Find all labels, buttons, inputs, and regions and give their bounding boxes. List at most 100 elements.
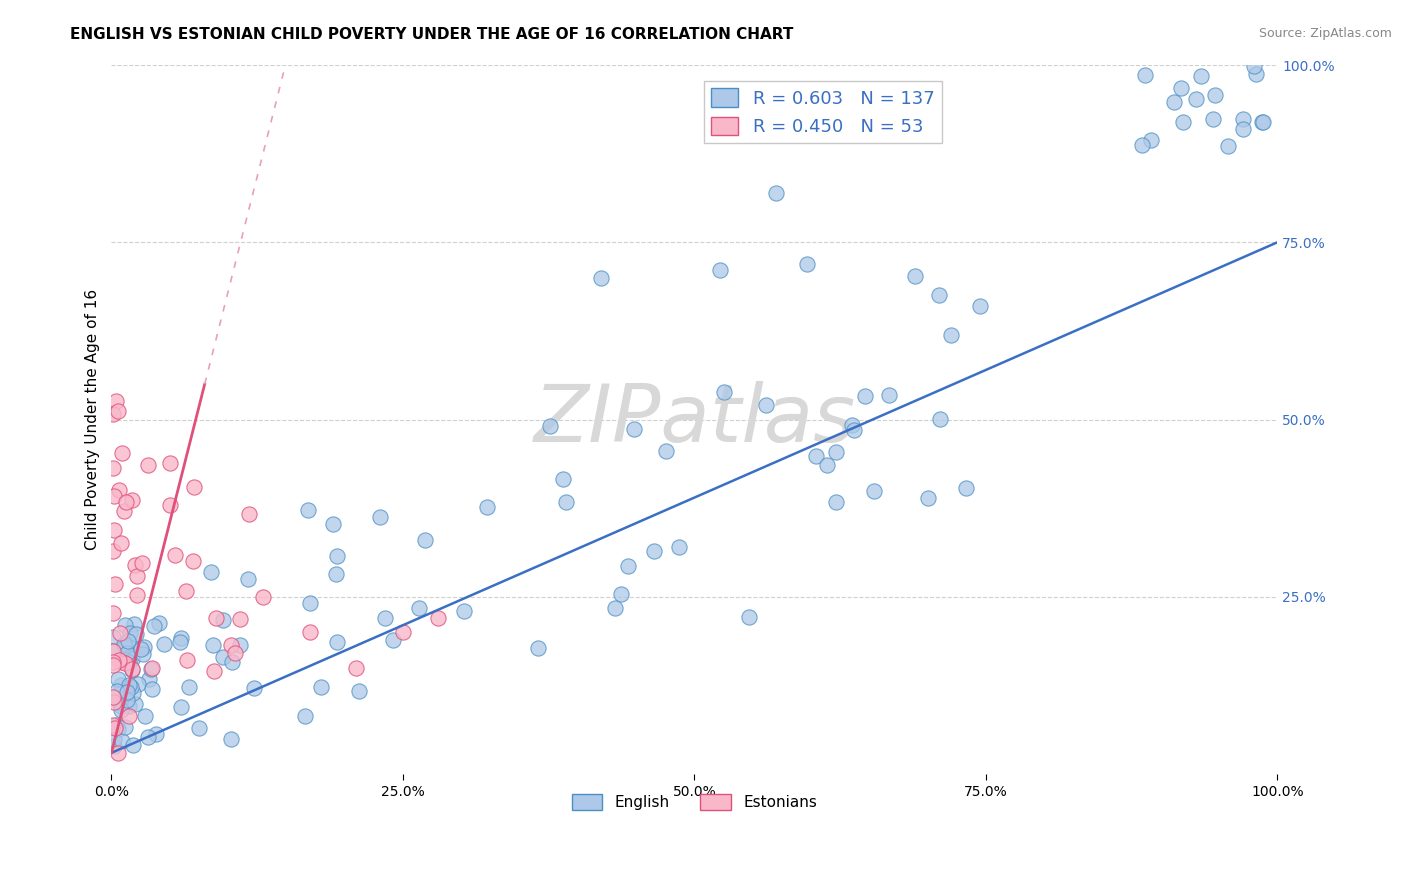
Point <box>863 484 886 499</box>
Point <box>347 684 370 698</box>
Point <box>139 662 162 676</box>
Point <box>713 384 735 399</box>
Point <box>205 611 228 625</box>
Point <box>853 389 876 403</box>
Point <box>125 588 148 602</box>
Point <box>252 590 274 604</box>
Legend: English, Estonians: English, Estonians <box>565 788 823 816</box>
Point <box>101 690 124 704</box>
Point <box>1163 95 1185 110</box>
Point <box>224 646 246 660</box>
Point <box>118 678 141 692</box>
Point <box>796 257 818 271</box>
Point <box>131 647 153 661</box>
Point <box>122 686 145 700</box>
Point <box>294 708 316 723</box>
Point <box>243 681 266 696</box>
Point <box>104 577 127 591</box>
Point <box>219 638 242 652</box>
Point <box>105 684 128 698</box>
Point <box>815 458 838 472</box>
Point <box>110 678 132 692</box>
Point <box>187 721 209 735</box>
Point <box>179 680 201 694</box>
Point <box>118 709 141 723</box>
Point <box>103 490 125 504</box>
Point <box>143 619 166 633</box>
Point <box>170 700 193 714</box>
Point <box>211 613 233 627</box>
Point <box>1232 122 1254 136</box>
Point <box>1244 67 1267 81</box>
Point <box>115 495 138 509</box>
Point <box>117 634 139 648</box>
Point <box>107 746 129 760</box>
Point <box>129 641 152 656</box>
Point <box>929 412 952 426</box>
Point <box>138 672 160 686</box>
Point <box>107 672 129 686</box>
Point <box>121 651 143 665</box>
Point <box>765 186 787 200</box>
Point <box>120 680 142 694</box>
Point <box>238 508 260 522</box>
Point <box>824 444 846 458</box>
Point <box>104 717 127 731</box>
Point <box>114 656 136 670</box>
Point <box>134 708 156 723</box>
Point <box>229 612 252 626</box>
Point <box>111 655 134 669</box>
Point <box>112 637 135 651</box>
Point <box>103 731 125 746</box>
Point <box>623 422 645 436</box>
Point <box>298 596 321 610</box>
Point <box>1130 138 1153 153</box>
Point <box>1202 112 1225 127</box>
Point <box>1251 114 1274 128</box>
Point <box>169 635 191 649</box>
Point <box>413 533 436 547</box>
Point <box>1185 92 1208 106</box>
Point <box>118 699 141 714</box>
Point <box>297 503 319 517</box>
Point <box>1243 59 1265 73</box>
Point <box>115 693 138 707</box>
Text: Source: ZipAtlas.com: Source: ZipAtlas.com <box>1258 27 1392 40</box>
Point <box>145 727 167 741</box>
Point <box>236 572 259 586</box>
Point <box>609 587 631 601</box>
Point <box>939 327 962 342</box>
Point <box>138 730 160 744</box>
Point <box>170 632 193 646</box>
Point <box>115 685 138 699</box>
Point <box>841 417 863 432</box>
Point <box>110 703 132 717</box>
Point <box>124 558 146 573</box>
Point <box>551 473 574 487</box>
Point <box>183 480 205 494</box>
Point <box>110 626 132 640</box>
Point <box>555 495 578 509</box>
Point <box>904 268 927 283</box>
Point <box>118 655 141 669</box>
Point <box>392 625 415 640</box>
Point <box>1232 112 1254 126</box>
Point <box>114 640 136 654</box>
Point <box>1216 138 1239 153</box>
Point <box>121 662 143 676</box>
Point <box>107 404 129 418</box>
Point <box>136 458 159 473</box>
Point <box>1204 88 1226 103</box>
Point <box>108 652 131 666</box>
Point <box>110 536 132 550</box>
Point <box>311 681 333 695</box>
Text: ENGLISH VS ESTONIAN CHILD POVERTY UNDER THE AGE OF 16 CORRELATION CHART: ENGLISH VS ESTONIAN CHILD POVERTY UNDER … <box>70 27 793 42</box>
Point <box>228 639 250 653</box>
Point <box>101 461 124 475</box>
Point <box>111 733 134 747</box>
Point <box>955 481 977 495</box>
Point <box>1251 115 1274 129</box>
Point <box>603 601 626 615</box>
Point <box>103 695 125 709</box>
Point <box>475 500 498 514</box>
